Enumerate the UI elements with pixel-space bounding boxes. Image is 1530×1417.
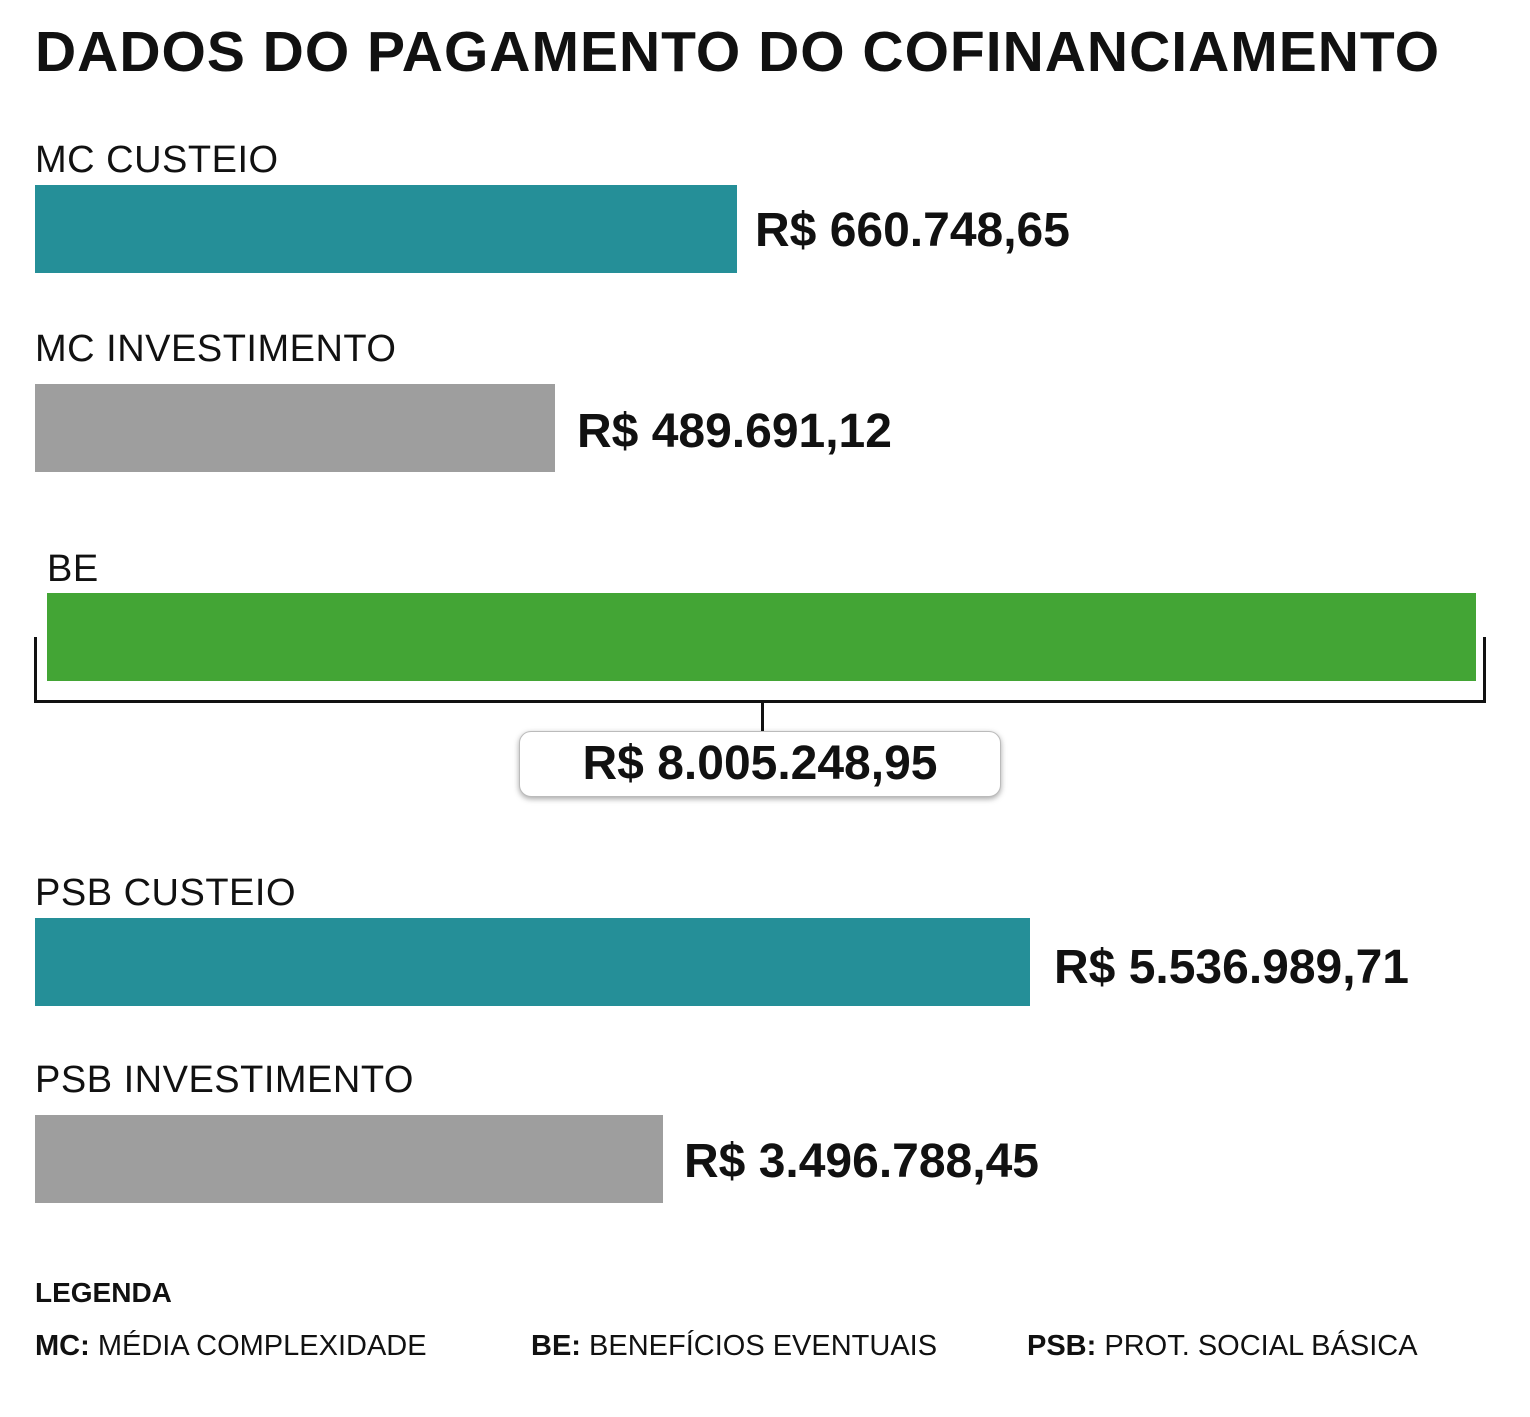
value-label-psb-investimento: R$ 3.496.788,45 <box>684 1135 1039 1188</box>
value-label-mc-investimento: R$ 489.691,12 <box>577 405 892 458</box>
legend-abbr-be: BE: <box>531 1330 581 1362</box>
category-label-psb-custeio: PSB CUSTEIO <box>35 872 296 914</box>
legend-title: LEGENDA <box>35 1277 172 1308</box>
bar-psb-custeio <box>35 918 1030 1006</box>
category-label-mc-custeio: MC CUSTEIO <box>35 139 279 181</box>
legend-item-be: BE: BENEFÍCIOS EVENTUAIS <box>531 1332 937 1361</box>
value-label-be: R$ 8.005.248,95 <box>582 737 938 790</box>
legend-item-psb: PSB: PROT. SOCIAL BÁSICA <box>1027 1332 1418 1361</box>
bar-psb-investimento <box>35 1115 663 1203</box>
legend-text-psb: PROT. SOCIAL BÁSICA <box>1104 1330 1418 1362</box>
category-label-be: BE <box>47 548 99 590</box>
value-label-psb-custeio: R$ 5.536.989,71 <box>1054 941 1409 994</box>
legend-text-be: BENEFÍCIOS EVENTUAIS <box>589 1330 938 1362</box>
legend-text-mc: MÉDIA COMPLEXIDADE <box>97 1330 427 1362</box>
value-callout-be: R$ 8.005.248,95 <box>519 731 1001 797</box>
value-label-mc-custeio: R$ 660.748,65 <box>755 204 1070 257</box>
legend-abbr-psb: PSB: <box>1027 1330 1097 1362</box>
bracket-tick-be <box>761 703 764 733</box>
chart-title: DADOS DO PAGAMENTO DO COFINANCIAMENTO <box>35 20 1441 84</box>
bar-be <box>47 593 1476 681</box>
category-label-mc-investimento: MC INVESTIMENTO <box>35 328 397 370</box>
category-label-psb-investimento: PSB INVESTIMENTO <box>35 1059 414 1101</box>
bracket-be <box>34 637 1486 703</box>
bar-mc-custeio <box>35 185 737 273</box>
legend-abbr-mc: MC: <box>35 1330 90 1362</box>
legend-item-mc: MC: MÉDIA COMPLEXIDADE <box>35 1332 427 1361</box>
bar-mc-investimento <box>35 384 555 472</box>
